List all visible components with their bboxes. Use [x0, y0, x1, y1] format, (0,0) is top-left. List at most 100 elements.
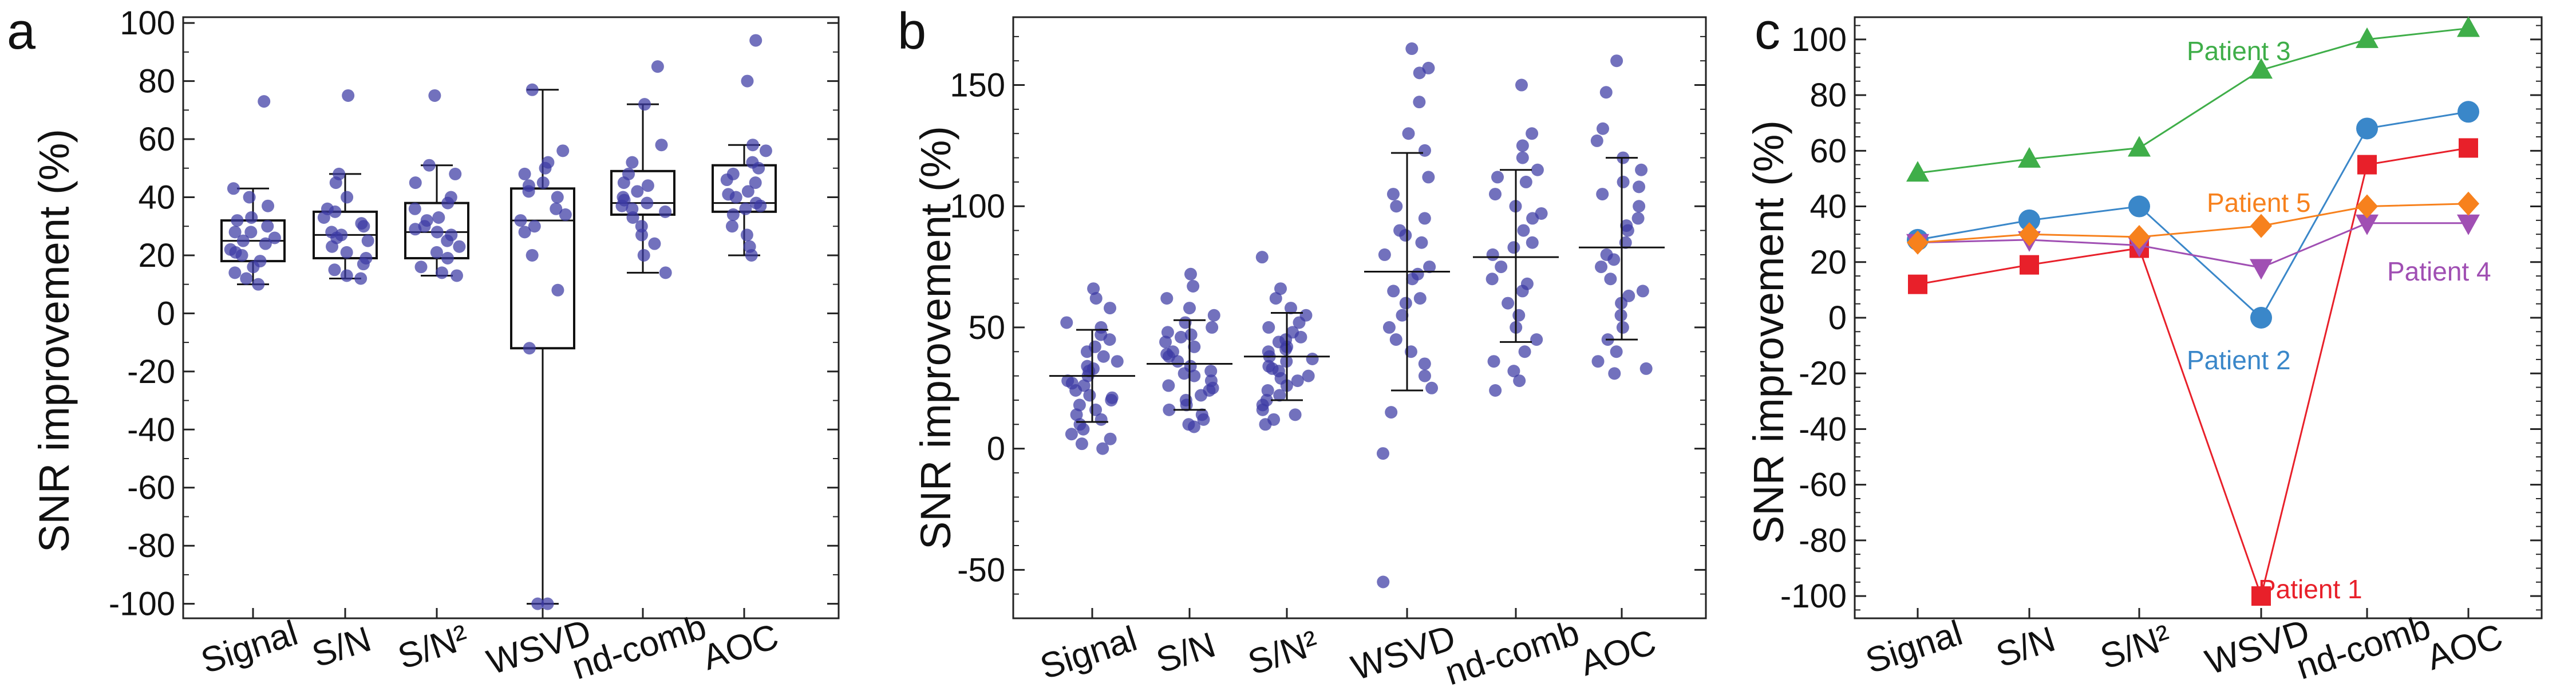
series-line — [1917, 27, 2469, 174]
y-tick-label: 40 — [138, 179, 175, 216]
data-point — [1519, 175, 1532, 188]
data-point — [1060, 316, 1073, 329]
y-tick-label: 150 — [950, 67, 1005, 104]
plot-frame — [182, 16, 840, 619]
data-point — [1259, 418, 1272, 431]
data-point — [523, 342, 536, 355]
data-point — [340, 246, 353, 259]
data-point — [725, 220, 738, 233]
data-point — [1530, 333, 1543, 346]
data-point — [240, 272, 253, 285]
data-point — [1422, 171, 1435, 184]
data-point — [227, 182, 240, 195]
series-line — [1917, 147, 2469, 599]
data-point — [1279, 333, 1293, 346]
y-tick-label: 20 — [138, 237, 175, 274]
data-point — [1171, 355, 1184, 368]
data-point — [726, 208, 740, 221]
data-point — [655, 139, 668, 152]
data-point — [641, 179, 654, 192]
series-line — [1917, 222, 2468, 269]
data-point — [441, 252, 454, 265]
data-point — [247, 260, 260, 274]
data-point — [759, 144, 772, 157]
data-point — [1610, 345, 1623, 358]
data-point — [626, 156, 639, 169]
data-point — [1517, 224, 1530, 237]
data-point — [1390, 200, 1403, 213]
series-marker — [2458, 191, 2479, 216]
data-point — [1491, 171, 1504, 184]
data-point — [340, 269, 353, 282]
data-point — [1103, 333, 1116, 346]
data-point — [414, 260, 428, 274]
series-marker — [2018, 147, 2041, 168]
data-point — [245, 211, 258, 224]
data-point — [1535, 207, 1548, 220]
series-line — [1917, 203, 2469, 244]
data-point — [720, 173, 733, 187]
data-point — [615, 199, 629, 212]
data-point — [1495, 260, 1508, 274]
plot-frame — [1854, 16, 2543, 619]
data-point — [638, 98, 651, 111]
data-point — [228, 266, 242, 279]
data-point — [746, 139, 760, 152]
data-point — [409, 176, 422, 189]
data-point — [1635, 163, 1648, 176]
x-tick-label: Signal — [1036, 619, 1141, 687]
data-point — [1396, 309, 1409, 322]
series-marker — [1907, 230, 1929, 255]
panel-b-ylabel: SNR improvement (%) — [912, 126, 959, 550]
data-point — [268, 231, 281, 244]
data-point — [1293, 316, 1306, 329]
data-point — [1162, 379, 1175, 392]
data-point — [228, 226, 242, 239]
data-point — [1617, 175, 1630, 188]
data-point — [1206, 381, 1219, 394]
data-point — [541, 597, 554, 610]
data-point — [1399, 297, 1412, 310]
data-point — [1274, 282, 1287, 295]
data-point — [1294, 330, 1307, 344]
x-tick-label: S/N — [1992, 619, 2060, 676]
data-point — [550, 202, 563, 215]
series-marker — [2457, 16, 2480, 37]
data-point — [1591, 355, 1605, 368]
data-point — [329, 176, 342, 189]
data-point — [1080, 345, 1093, 358]
x-tick-label: WSVD — [2201, 612, 2314, 682]
y-tick-label: 100 — [1791, 21, 1847, 58]
data-point — [1070, 408, 1083, 421]
data-point — [1402, 127, 1415, 140]
y-tick-label: 0 — [1828, 299, 1847, 337]
data-point — [341, 191, 354, 204]
data-point — [1097, 350, 1110, 363]
data-point — [526, 83, 539, 96]
data-point — [1520, 277, 1534, 290]
data-point — [1269, 292, 1282, 305]
data-point — [1526, 236, 1539, 249]
series-marker — [2250, 259, 2273, 280]
data-point — [1518, 345, 1531, 358]
data-point — [1104, 432, 1117, 445]
data-point — [626, 211, 639, 224]
data-point — [435, 266, 448, 279]
x-tick-label: Signal — [1861, 613, 1967, 681]
y-tick-label: -60 — [1799, 467, 1847, 504]
data-point — [1487, 355, 1500, 368]
data-point — [1184, 328, 1198, 341]
data-point — [1636, 285, 1649, 298]
data-point — [1622, 289, 1635, 302]
data-point — [514, 214, 527, 227]
data-point — [635, 228, 649, 242]
plot-frame — [1012, 16, 1707, 619]
data-point — [526, 248, 539, 262]
data-point — [441, 196, 455, 210]
data-point — [252, 278, 265, 291]
data-point — [1502, 297, 1515, 310]
data-point — [1279, 343, 1293, 356]
data-point — [258, 95, 271, 108]
x-tick-label: S/N² — [1243, 623, 1323, 683]
